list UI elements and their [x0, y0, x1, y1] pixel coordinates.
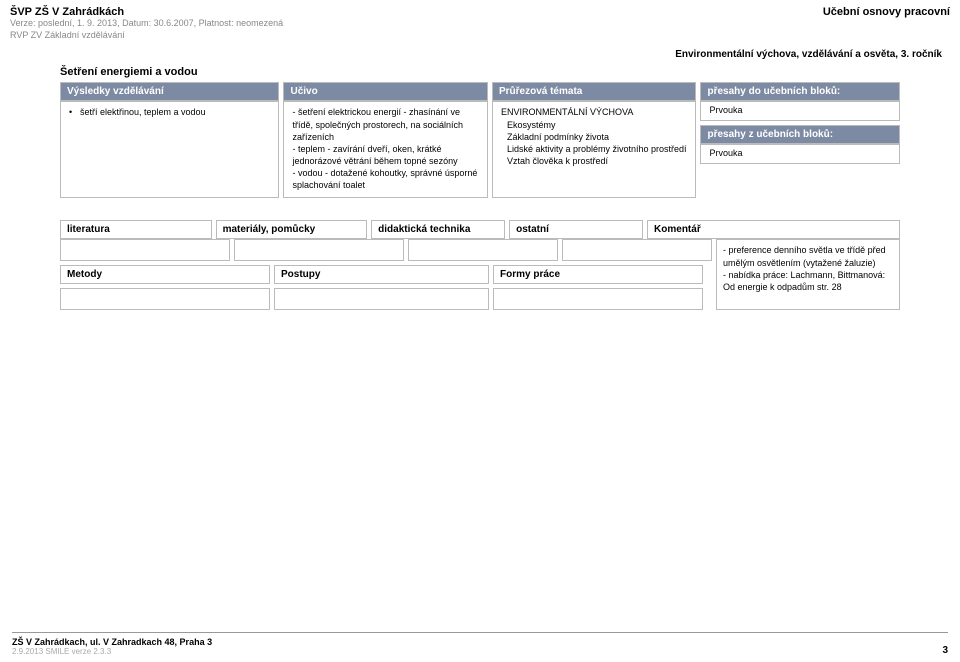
presahy-z-block: přesahy z učebních bloků: Prvouka	[700, 125, 900, 164]
presahy-do-header: přesahy do učebních bloků:	[700, 82, 900, 101]
doc-subtitle-1: Verze: poslední, 1. 9. 2013, Datum: 30.6…	[10, 18, 283, 30]
footer-version: 2.9.2013 SMILE verze 2.3.3	[12, 647, 212, 656]
hdr-komentar: Komentář	[647, 220, 900, 239]
hdr-literatura: literatura	[60, 220, 212, 239]
hdr-materialy: materiály, pomůcky	[216, 220, 368, 239]
col-ucivo-header: Učivo	[283, 82, 488, 101]
vysledky-text: šetří elektřinou, teplem a vodou	[80, 106, 206, 118]
bullet-icon: •	[69, 106, 75, 118]
col-vysledky-header: Výsledky vzdělávání	[60, 82, 279, 101]
komentar-body: - preference denního světla ve třídě pře…	[716, 239, 900, 310]
presahy-z-header: přesahy z učebních bloků:	[700, 125, 900, 144]
footer-org: ZŠ V Zahrádkach, ul. V Zahradkach 48, Pr…	[12, 637, 212, 647]
cell-metody	[60, 288, 270, 310]
cell-postupy	[274, 288, 489, 310]
doc-title: ŠVP ZŠ V Zahrádkách	[10, 6, 283, 18]
main-grid: Výsledky vzdělávání • šetří elektřinou, …	[60, 82, 900, 198]
content-area: Šetření energiemi a vodou Výsledky vzděl…	[0, 66, 960, 310]
presahy-z-body: Prvouka	[700, 144, 900, 164]
cell-didakticka	[408, 239, 558, 261]
doc-header: ŠVP ZŠ V Zahrádkách Verze: poslední, 1. …	[0, 0, 960, 43]
hdr-formy: Formy práce	[493, 265, 703, 284]
prurezova-line: Ekosystémy	[501, 119, 690, 131]
doc-header-right: Učební osnovy pracovní	[823, 6, 950, 18]
col-prurezova: Průřezová témata ENVIRONMENTÁLNÍ VÝCHOVA…	[492, 82, 697, 198]
hdr-ostatni: ostatní	[509, 220, 643, 239]
hdr-didakticka: didaktická technika	[371, 220, 505, 239]
col-ucivo: Učivo - šetření elektrickou energií - zh…	[283, 82, 488, 198]
vysledky-item: • šetří elektřinou, teplem a vodou	[69, 106, 272, 118]
col-prurezova-header: Průřezová témata	[492, 82, 697, 101]
lower-grid: literatura materiály, pomůcky didaktická…	[60, 220, 900, 310]
prurezova-line: Vztah člověka k prostředí	[501, 155, 690, 167]
page-number: 3	[942, 645, 948, 656]
cell-ostatni	[562, 239, 712, 261]
col-presahy: přesahy do učebních bloků: Prvouka přesa…	[700, 82, 900, 198]
cell-materialy	[234, 239, 404, 261]
hdr-postupy: Postupy	[274, 265, 489, 284]
col-vysledky: Výsledky vzdělávání • šetří elektřinou, …	[60, 82, 279, 198]
prurezova-line: ENVIRONMENTÁLNÍ VÝCHOVA	[501, 106, 690, 118]
hdr-metody: Metody	[60, 265, 270, 284]
context-line: Environmentální výchova, vzdělávání a os…	[0, 43, 960, 64]
presahy-do-block: přesahy do učebních bloků: Prvouka	[700, 82, 900, 121]
section-title: Šetření energiemi a vodou	[60, 66, 900, 78]
prurezova-line: Lidské aktivity a problémy životního pro…	[501, 143, 690, 155]
doc-footer: ZŠ V Zahrádkach, ul. V Zahradkach 48, Pr…	[0, 632, 960, 662]
lower-header-row: literatura materiály, pomůcky didaktická…	[60, 220, 900, 239]
prurezova-line: Základní podmínky života	[501, 131, 690, 143]
cell-literatura	[60, 239, 230, 261]
presahy-do-body: Prvouka	[700, 101, 900, 121]
doc-subtitle-2: RVP ZV Základní vzdělávání	[10, 30, 283, 42]
cell-formy	[493, 288, 703, 310]
ucivo-body: - šetření elektrickou energií - zhasínán…	[283, 101, 488, 198]
